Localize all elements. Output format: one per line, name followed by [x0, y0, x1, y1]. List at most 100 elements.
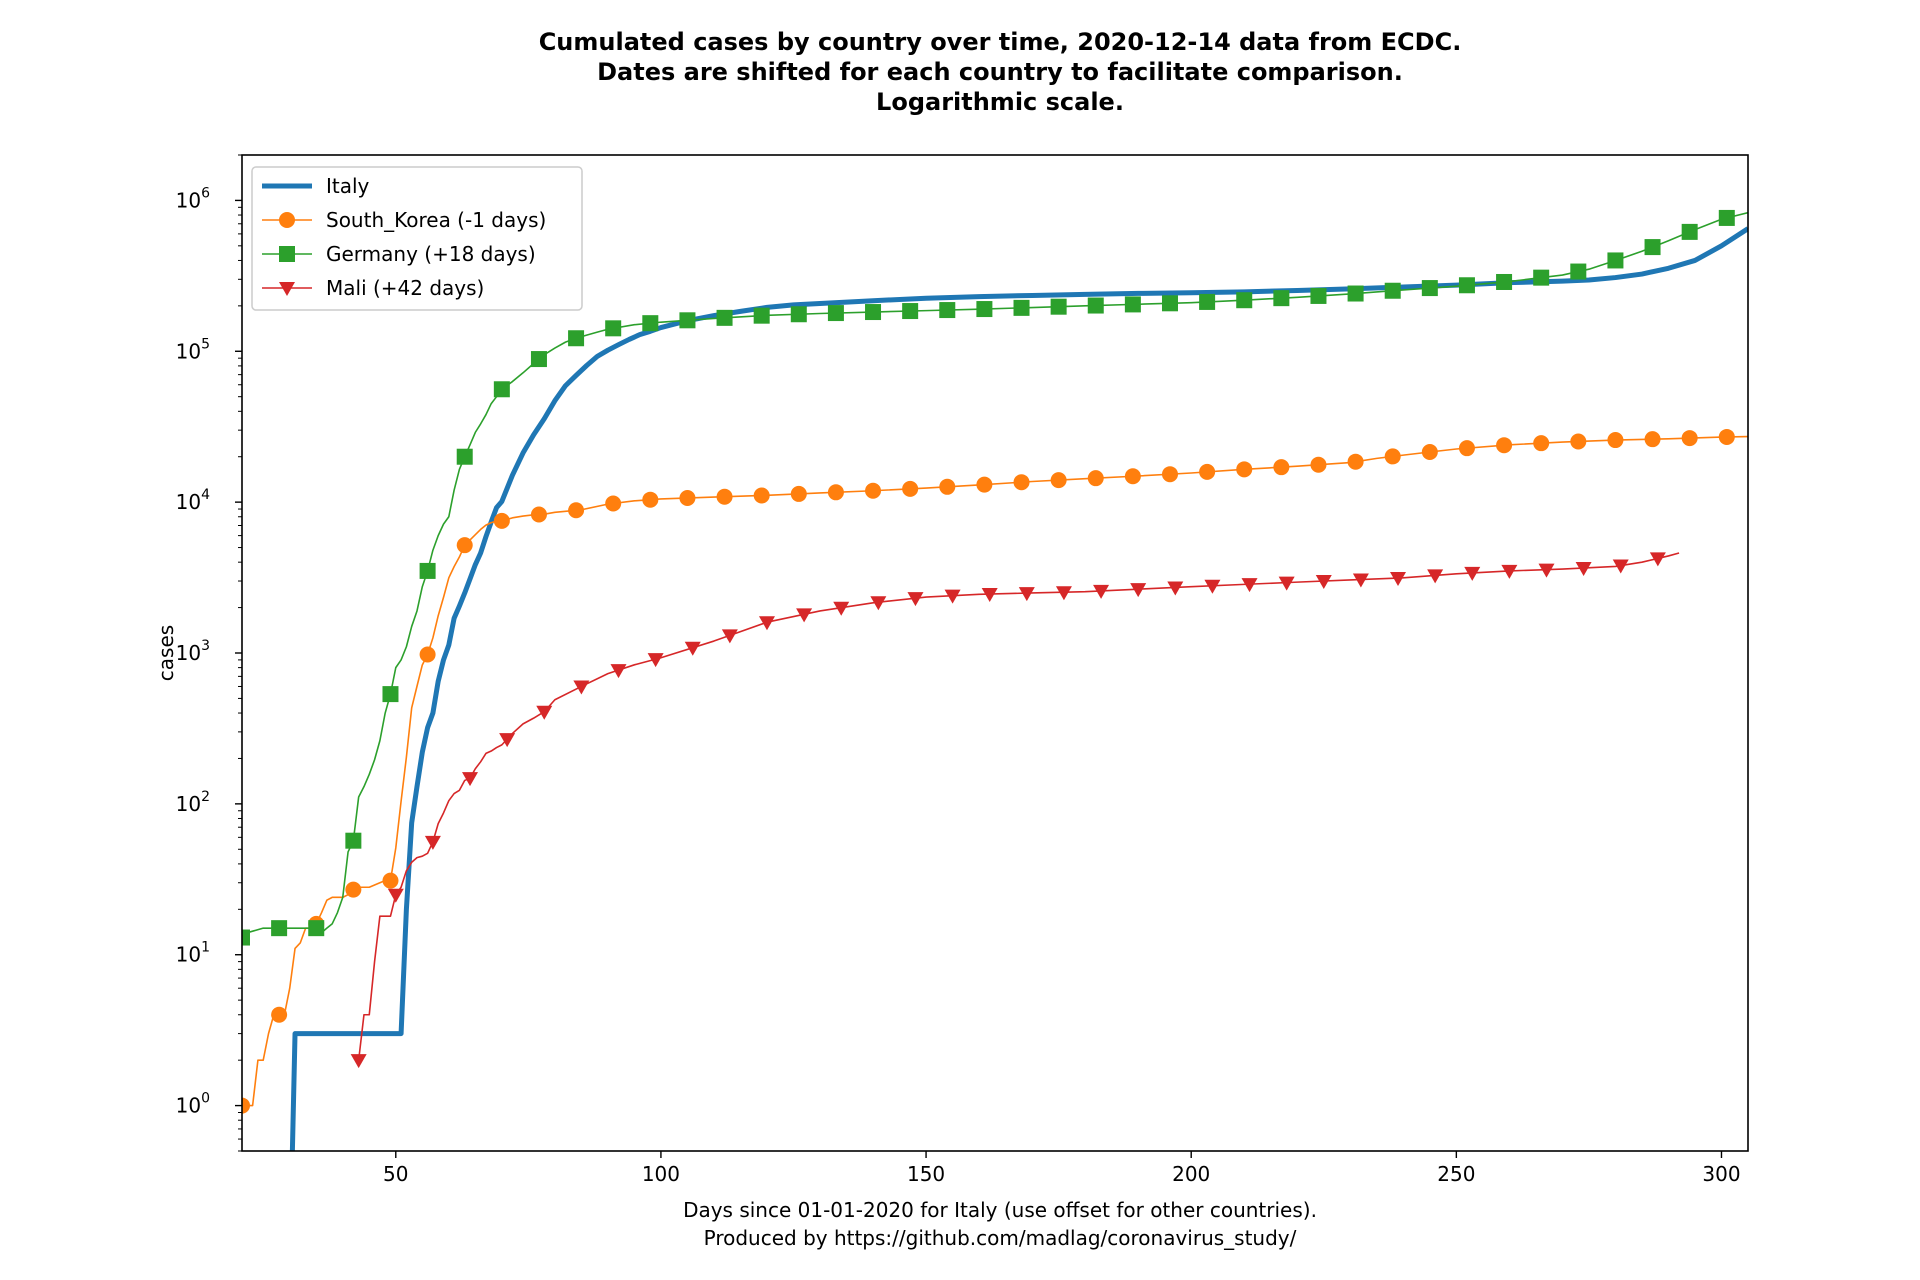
data-point [944, 589, 961, 604]
data-point [493, 381, 510, 398]
data-point [1427, 569, 1444, 584]
data-point [1204, 579, 1221, 594]
y-axis-label: cases [154, 625, 178, 681]
legend-swatch-marker [279, 212, 295, 228]
data-point [1352, 573, 1369, 588]
data-point [1649, 552, 1666, 567]
x-tick-label: 50 [383, 1162, 408, 1186]
data-point [939, 478, 956, 495]
data-point [1130, 583, 1147, 598]
y-tick-label: 105 [176, 336, 210, 363]
data-point [1199, 463, 1216, 480]
data-point [1464, 566, 1481, 581]
legend-label: South_Korea (-1 days) [326, 208, 546, 232]
data-point [499, 733, 516, 748]
data-point [308, 920, 325, 937]
y-tick-label: 103 [176, 638, 210, 665]
legend-entries: Italy South_Korea (-1 days) Germany (+18 d… [262, 174, 546, 300]
series-germany [242, 209, 1748, 946]
data-point [456, 537, 473, 554]
data-point [1421, 280, 1438, 297]
series-line [357, 552, 1680, 1061]
data-point [1124, 296, 1141, 313]
data-point [1575, 562, 1592, 577]
data-point [242, 929, 250, 946]
data-point [462, 772, 479, 787]
data-point [679, 490, 696, 507]
data-point [642, 491, 659, 508]
data-point [753, 487, 770, 504]
data-point [493, 512, 510, 529]
data-point [716, 488, 733, 505]
x-tick-label: 150 [907, 1162, 945, 1186]
legend-entry: South_Korea (-1 days) [262, 208, 546, 232]
data-point [976, 301, 993, 318]
y-tick-label: 102 [176, 789, 210, 816]
data-point [536, 705, 553, 720]
data-point [1644, 239, 1661, 256]
data-point [1644, 431, 1661, 448]
data-point [568, 330, 585, 347]
data-point [870, 596, 887, 611]
legend-label: Germany (+18 days) [326, 242, 536, 266]
data-point [1384, 448, 1401, 465]
data-point [1390, 572, 1407, 587]
data-point [605, 320, 622, 337]
data-point [456, 448, 473, 465]
series-line [242, 211, 1748, 939]
y-tick-label: 104 [176, 487, 210, 514]
data-point [827, 305, 844, 322]
data-point [1161, 295, 1178, 312]
chart-title-line-2: Dates are shifted for each country to fa… [597, 58, 1403, 86]
series-italy [289, 226, 1748, 1151]
data-point [1681, 223, 1698, 240]
data-point [833, 601, 850, 616]
legend-label: Mali (+42 days) [326, 276, 484, 300]
data-point [1607, 252, 1624, 269]
data-point [1533, 435, 1550, 452]
data-point [1347, 285, 1364, 302]
data-point [1347, 453, 1364, 470]
data-point [1496, 273, 1513, 290]
y-tick-label: 100 [176, 1091, 210, 1118]
x-axis-ticks: 50 100 150 200 250 300 [383, 1151, 1741, 1186]
legend-entry: Mali (+42 days) [262, 276, 484, 300]
data-point [721, 629, 738, 644]
data-point [1458, 277, 1475, 294]
data-point [1278, 576, 1295, 591]
x-tick-label: 100 [642, 1162, 680, 1186]
data-point [1421, 443, 1438, 460]
legend-entry: Germany (+18 days) [262, 242, 536, 266]
data-point [605, 495, 622, 512]
data-point [271, 1006, 288, 1023]
data-point [573, 680, 590, 695]
data-point [1087, 470, 1104, 487]
data-point [1570, 433, 1587, 450]
data-point [1013, 299, 1030, 316]
data-point [345, 832, 362, 849]
data-point [1093, 584, 1110, 599]
data-point [642, 315, 659, 332]
x-axis-label-line-2: Produced by https://github.com/madlag/co… [704, 1226, 1297, 1250]
data-point [679, 312, 696, 329]
data-point [1718, 428, 1735, 445]
legend-entry: Italy [262, 174, 370, 198]
x-tick-label: 250 [1437, 1162, 1475, 1186]
x-axis-label-line-1: Days since 01-01-2020 for Italy (use off… [683, 1198, 1317, 1222]
data-point [382, 686, 399, 703]
data-point [1167, 581, 1184, 596]
data-point [1533, 269, 1550, 286]
data-point [1718, 209, 1735, 226]
data-point [1241, 578, 1258, 593]
data-point [1310, 456, 1327, 473]
data-point [647, 653, 664, 668]
data-point [684, 641, 701, 656]
legend-box [251, 166, 583, 311]
x-axis-label: Days since 01-01-2020 for Italy (use off… [683, 1198, 1317, 1250]
data-point [716, 309, 733, 326]
data-point [1055, 586, 1072, 601]
data-point [419, 562, 436, 579]
data-point [796, 608, 813, 623]
data-point [1538, 563, 1555, 578]
